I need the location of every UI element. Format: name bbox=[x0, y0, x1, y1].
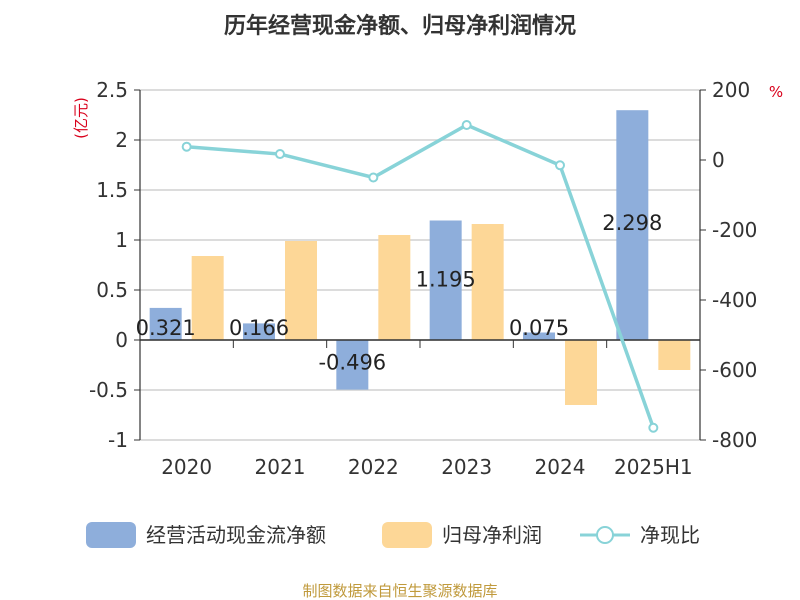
axes bbox=[134, 89, 706, 441]
bar-value-label: 0.166 bbox=[229, 316, 289, 340]
legend-label: 归母净利润 bbox=[442, 523, 542, 547]
ratio-point bbox=[275, 149, 285, 160]
right-tick-label: 0 bbox=[712, 148, 725, 172]
ratio-line bbox=[181, 120, 659, 433]
legend-marker bbox=[596, 526, 614, 544]
legend-label: 净现比 bbox=[640, 523, 700, 547]
ratio-point bbox=[181, 141, 192, 152]
left-tick-label: 1 bbox=[115, 228, 128, 252]
bar-netprofit bbox=[285, 241, 317, 340]
bar-cashflow bbox=[429, 220, 462, 340]
category-label: 2020 bbox=[161, 455, 212, 479]
bar-cashflow bbox=[243, 323, 275, 340]
category-label: 2025H1 bbox=[614, 455, 693, 479]
ratio-point bbox=[555, 160, 565, 171]
bar-netprofit bbox=[658, 340, 691, 370]
bar-cashflow bbox=[616, 110, 649, 340]
right-tick-label: -400 bbox=[712, 288, 757, 312]
bar-value-label: 1.195 bbox=[416, 268, 476, 292]
data-labels: 0.321 0.166 -0.496 1.195 0.075 2.298 bbox=[136, 211, 663, 374]
bar-netprofit bbox=[378, 235, 411, 340]
left-tick-label: 1.5 bbox=[96, 178, 128, 202]
category-label: 2023 bbox=[441, 455, 492, 479]
legend: 经营活动现金流净额 归母净利润 净现比 bbox=[86, 522, 700, 548]
gridlines bbox=[140, 89, 700, 441]
bar-cashflow bbox=[336, 340, 369, 390]
right-tick-label: -800 bbox=[712, 428, 757, 452]
bar-cashflow bbox=[149, 307, 182, 340]
bar-cashflow bbox=[523, 332, 555, 340]
legend-swatch bbox=[382, 522, 432, 548]
ratio-point bbox=[368, 172, 379, 183]
legend-swatch bbox=[86, 522, 136, 548]
left-tick-label: 2.5 bbox=[96, 78, 128, 102]
source-footer: 制图数据来自恒生聚源数据库 bbox=[302, 582, 497, 600]
ratio-point bbox=[648, 422, 659, 433]
left-tick-label: -1 bbox=[108, 428, 128, 452]
bar-value-label: 2.298 bbox=[602, 211, 662, 235]
right-tick-label: -600 bbox=[712, 358, 757, 382]
right-tick-label: -200 bbox=[712, 218, 757, 242]
left-tick-label: 0 bbox=[115, 328, 128, 352]
chart-title: 历年经营现金净额、归母净利润情况 bbox=[224, 13, 576, 39]
bars bbox=[149, 110, 691, 405]
bar-netprofit bbox=[471, 224, 504, 340]
category-label: 2021 bbox=[255, 455, 306, 479]
tick-labels: -1 -0.5 0 0.5 1 1.5 2 2.5 -800 -600 -400 -200 0 200 20… bbox=[89, 78, 757, 479]
category-label: 2022 bbox=[348, 455, 399, 479]
left-tick-label: 0.5 bbox=[96, 278, 128, 302]
right-tick-label: 200 bbox=[712, 78, 750, 102]
left-axis-unit: (亿元) bbox=[72, 97, 90, 139]
legend-label: 经营活动现金流净额 bbox=[146, 523, 326, 547]
bar-netprofit bbox=[191, 256, 224, 340]
ratio-point bbox=[461, 120, 472, 130]
left-tick-label: -0.5 bbox=[89, 378, 128, 402]
category-label: 2024 bbox=[535, 455, 586, 479]
bar-value-label: 0.075 bbox=[509, 316, 569, 340]
ratio-line-path bbox=[186, 123, 655, 429]
bar-netprofit bbox=[565, 340, 597, 405]
right-axis-unit: % bbox=[769, 83, 783, 101]
left-tick-label: 2 bbox=[115, 128, 128, 152]
bar-value-label: 0.321 bbox=[136, 316, 196, 340]
bar-value-label: -0.496 bbox=[318, 351, 386, 375]
